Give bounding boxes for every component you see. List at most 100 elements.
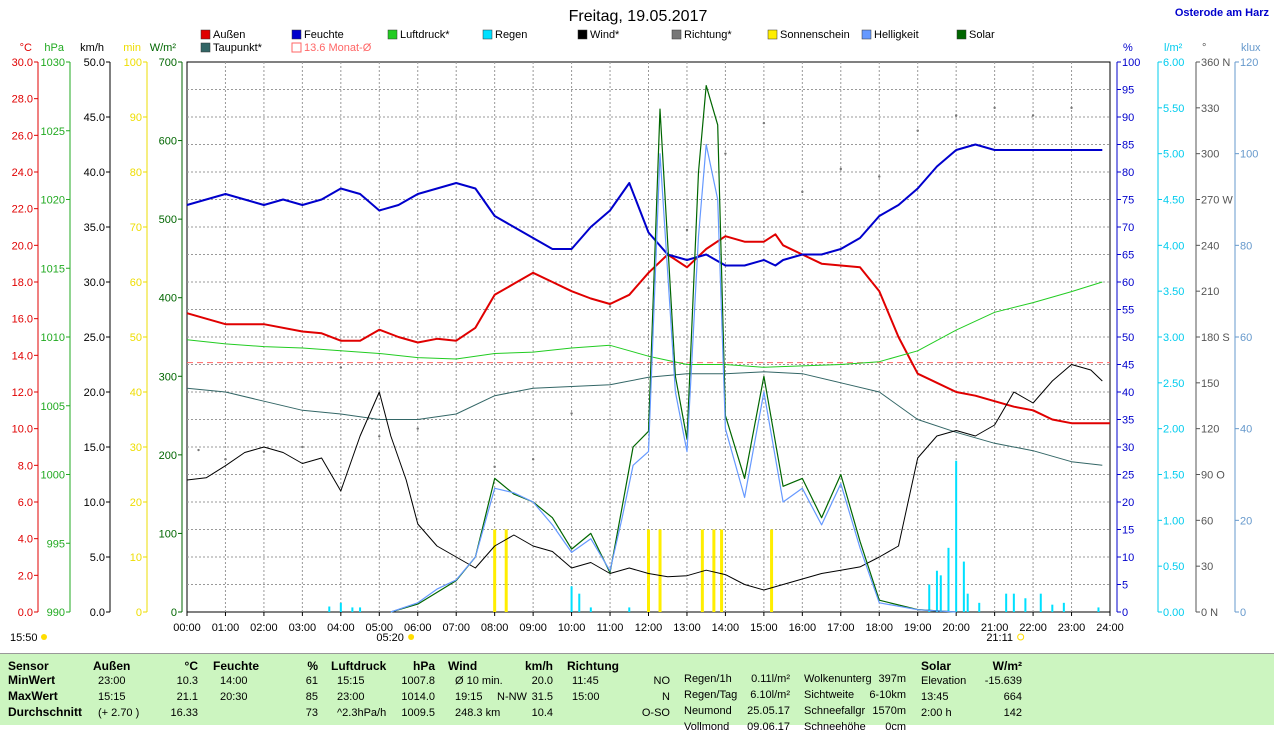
- location-label: Osterode am Harz: [1175, 7, 1270, 19]
- chart-title: Freitag, 19.05.2017: [569, 8, 708, 25]
- footer-header: W/m²: [992, 659, 1022, 673]
- footer-value: 61: [305, 675, 318, 687]
- footer-value: 20.0: [531, 675, 553, 687]
- axis-tick-label: 1010: [41, 332, 65, 344]
- x-tick-label: 18:00: [865, 622, 893, 634]
- x-tick-label: 19:00: [904, 622, 932, 634]
- axis-tick-label: 3.50: [1163, 286, 1184, 298]
- footer-value: N: [662, 691, 670, 703]
- axis-unit-label: l/m²: [1164, 42, 1183, 54]
- axis-tick-label: 10: [1122, 552, 1134, 564]
- footer-value: -15.639: [984, 675, 1022, 687]
- axis-unit-label: °: [1202, 42, 1206, 54]
- x-tick-label: 21:00: [981, 622, 1009, 634]
- axis-tick-label: 180 S: [1201, 332, 1230, 344]
- axis-tick-label: 2.0: [18, 570, 33, 582]
- footer-value: 23:00: [337, 691, 365, 703]
- sunshine-bar: [658, 529, 662, 612]
- x-tick-label: 20:00: [942, 622, 970, 634]
- axis-tick-label: 5.50: [1163, 103, 1184, 115]
- axis-tick-label: 22.0: [12, 204, 33, 216]
- axis-tick-label: 70: [1122, 222, 1134, 234]
- axis-tick-label: 700: [159, 57, 177, 69]
- axis-tick-label: 30.0: [84, 277, 105, 289]
- sunshine-bar: [712, 529, 716, 612]
- x-tick-label: 08:00: [481, 622, 509, 634]
- footer-value: 11:45: [572, 675, 599, 687]
- footer-value: 15:00: [572, 691, 600, 703]
- legend-label: Regen: [495, 29, 527, 41]
- x-tick-label: 10:00: [558, 622, 586, 634]
- legend-swatch: [861, 29, 872, 40]
- legend-label: Luftdruck*: [400, 29, 450, 41]
- axis-tick-label: 1.00: [1163, 515, 1184, 527]
- axis-tick-label: 120: [1201, 424, 1219, 436]
- footer-value: Regen/Tag: [684, 689, 738, 701]
- axis-unit-label: min: [123, 42, 141, 54]
- footer-value: 09.06.17: [747, 721, 790, 733]
- footer-value: ^2.3hPa/h: [337, 707, 387, 719]
- axis-tick-label: 10.0: [12, 424, 33, 436]
- rain-bar: [328, 606, 331, 612]
- axis-tick-label: 30: [1201, 561, 1213, 573]
- rain-bar: [1024, 598, 1027, 612]
- axis-tick-label: 14.0: [12, 350, 33, 362]
- legend-label: Helligkeit: [874, 29, 919, 41]
- axis-tick-label: 360 N: [1201, 57, 1230, 69]
- rain-bar: [351, 607, 354, 612]
- footer-value: 15:15: [98, 691, 126, 703]
- axis-tick-label: 60: [1122, 277, 1134, 289]
- sun-icon: [41, 634, 47, 640]
- axis-tick-label: 28.0: [12, 94, 33, 106]
- axis-unit-label: W/m²: [150, 42, 177, 54]
- direction-point: [762, 121, 766, 125]
- axis-tick-label: 50.0: [84, 57, 105, 69]
- axis-tick-label: 0: [1240, 607, 1246, 619]
- direction-point: [531, 458, 535, 461]
- legend-swatch: [387, 29, 398, 40]
- axis-tick-label: 500: [159, 214, 177, 226]
- footer-header: Richtung: [567, 659, 619, 673]
- axis-tick-label: 90: [1122, 112, 1134, 124]
- axis-tick-label: 35.0: [84, 222, 105, 234]
- axis-tick-label: 95: [1122, 85, 1134, 97]
- rain-bar: [628, 607, 631, 612]
- axis-tick-label: 30: [130, 442, 142, 454]
- rain-bar: [947, 547, 950, 612]
- direction-point: [608, 305, 612, 308]
- axis-tick-label: 40: [130, 387, 142, 399]
- axis-tick-label: 18.0: [12, 277, 33, 289]
- axis-tick-label: 30.0: [12, 57, 33, 69]
- solar-line: [390, 85, 957, 613]
- rain-bar: [955, 460, 958, 612]
- axis-tick-label: 1030: [41, 57, 65, 69]
- axis-tick-label: 1015: [41, 263, 65, 275]
- legend-swatch: [767, 29, 778, 40]
- axis-tick-label: 50: [130, 332, 142, 344]
- footer-value: 664: [1003, 691, 1022, 703]
- legend-label: Feuchte: [304, 29, 344, 41]
- footer-value: 13:45: [921, 691, 949, 703]
- legend-swatch: [482, 29, 493, 40]
- x-tick-label: 04:00: [327, 622, 355, 634]
- current-time-label: 15:50: [10, 632, 38, 644]
- axis-tick-label: 0.0: [18, 607, 33, 619]
- axis-tick-label: 2.50: [1163, 378, 1184, 390]
- axis-tick-label: 40: [1122, 387, 1134, 399]
- rain-bar: [359, 607, 362, 612]
- footer-header: Solar: [921, 659, 952, 673]
- axis-tick-label: 80: [1240, 240, 1252, 252]
- rain-bar: [935, 570, 938, 612]
- axis-tick-label: 100: [124, 57, 142, 69]
- legend-swatch: [577, 29, 588, 40]
- axis-tick-label: 1025: [41, 126, 65, 138]
- axis-tick-label: 0.50: [1163, 561, 1184, 573]
- footer-value: 85: [305, 691, 318, 703]
- x-tick-label: 12:00: [635, 622, 663, 634]
- footer-value: Vollmond: [684, 721, 730, 733]
- axis-tick-label: 80: [130, 167, 142, 179]
- moon-icon: [1017, 633, 1025, 641]
- sunset-label: 21:11: [986, 632, 1013, 644]
- footer-value: 10.3: [176, 675, 198, 687]
- rain-bar: [1097, 607, 1100, 612]
